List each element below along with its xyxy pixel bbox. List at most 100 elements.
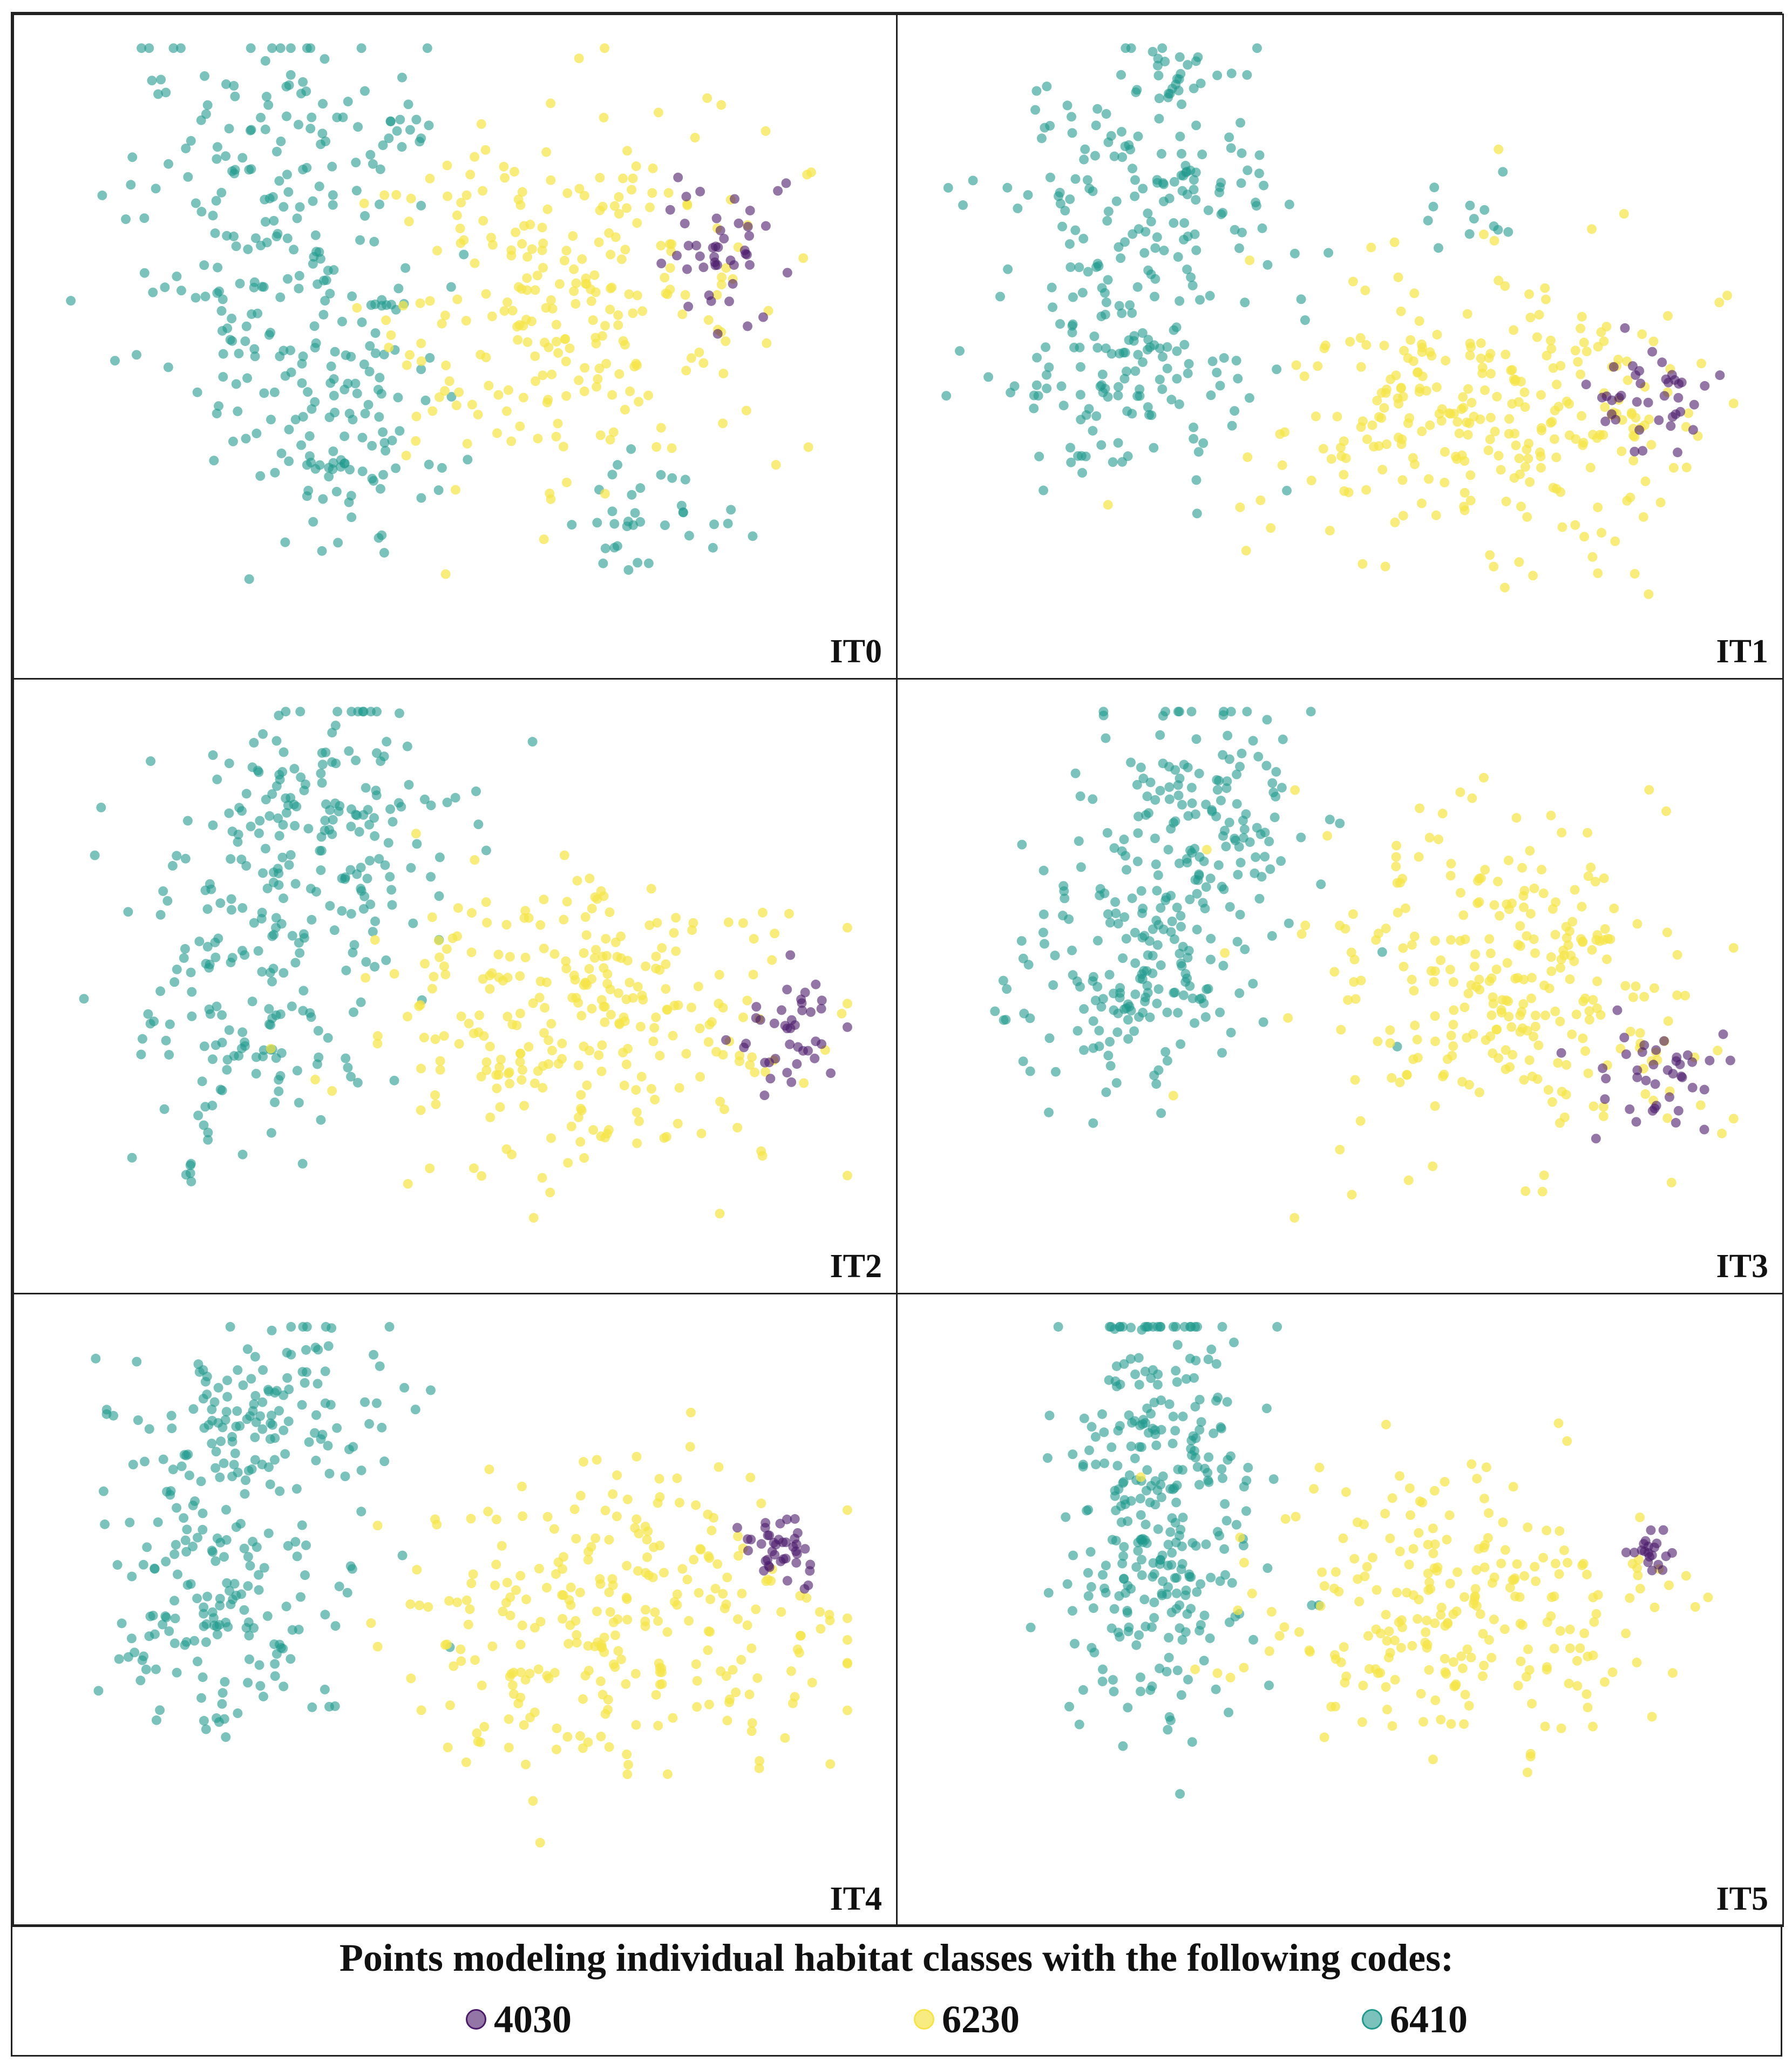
- point-6410: [1191, 734, 1202, 744]
- point-6230: [568, 231, 578, 241]
- point-6230: [745, 1060, 755, 1070]
- point-6230: [1390, 1636, 1400, 1646]
- point-6410: [156, 74, 166, 85]
- point-4030: [780, 1554, 791, 1564]
- point-6410: [164, 159, 174, 169]
- point-6410: [217, 325, 227, 336]
- point-6410: [367, 473, 377, 484]
- point-6410: [245, 1561, 255, 1571]
- point-6230: [1610, 536, 1620, 546]
- point-6230: [541, 147, 552, 157]
- point-6410: [626, 444, 636, 454]
- point-6410: [1176, 911, 1186, 921]
- point-6230: [1362, 1562, 1372, 1572]
- point-6410: [320, 54, 330, 64]
- point-6230: [1526, 993, 1536, 1003]
- point-6230: [692, 1702, 702, 1712]
- point-6410: [1142, 791, 1152, 802]
- point-6230: [1527, 1699, 1537, 1709]
- point-6230: [1521, 1186, 1531, 1196]
- point-4030: [1647, 1565, 1657, 1576]
- point-6230: [1422, 1616, 1432, 1626]
- point-6410: [1220, 1499, 1230, 1509]
- point-6230: [506, 1668, 517, 1679]
- point-6410: [1122, 406, 1132, 416]
- point-6410: [369, 1349, 379, 1360]
- point-6410: [1074, 836, 1084, 846]
- point-6410: [1262, 1563, 1273, 1573]
- point-6410: [1141, 1485, 1151, 1496]
- point-6230: [1501, 1045, 1511, 1055]
- point-6410: [370, 962, 380, 972]
- point-6410: [1186, 1435, 1197, 1446]
- point-6410: [600, 544, 610, 553]
- point-6410: [1164, 1712, 1175, 1722]
- point-6230: [1498, 1517, 1508, 1528]
- point-4030: [1673, 447, 1682, 458]
- point-6230: [1430, 1036, 1441, 1047]
- point-6410: [228, 1595, 238, 1605]
- point-6410: [1120, 237, 1130, 247]
- point-6230: [1350, 994, 1361, 1004]
- point-4030: [715, 225, 725, 235]
- point-6410: [1465, 200, 1475, 211]
- point-6410: [1097, 1677, 1108, 1686]
- point-6230: [1623, 375, 1633, 385]
- panel-label-it1: IT1: [1716, 633, 1768, 670]
- point-6410: [1231, 1519, 1241, 1530]
- point-6230: [1465, 338, 1475, 349]
- point-6230: [1557, 827, 1567, 838]
- point-6410: [307, 914, 317, 925]
- point-6230: [684, 1616, 694, 1626]
- point-6410: [198, 1672, 208, 1683]
- point-4030: [719, 234, 729, 244]
- point-6410: [1227, 1578, 1237, 1588]
- point-6410: [249, 282, 259, 293]
- point-6230: [1504, 904, 1514, 914]
- point-6230: [656, 241, 666, 251]
- point-6230: [1680, 991, 1690, 1001]
- point-4030: [761, 221, 771, 231]
- point-6230: [370, 935, 380, 945]
- point-6410: [246, 822, 256, 832]
- point-6230: [705, 1594, 716, 1604]
- point-6230: [504, 1714, 514, 1724]
- point-6410: [1068, 970, 1078, 980]
- point-6230: [515, 1008, 525, 1019]
- point-6410: [177, 1461, 187, 1471]
- point-6230: [1553, 1418, 1564, 1428]
- point-4030: [792, 1059, 802, 1069]
- point-6230: [1431, 510, 1441, 520]
- point-6230: [1593, 502, 1603, 512]
- point-6230: [604, 1742, 614, 1752]
- point-6230: [1454, 428, 1464, 438]
- point-6410: [1134, 1380, 1144, 1390]
- point-6230: [655, 1541, 665, 1551]
- point-6230: [1368, 1552, 1377, 1563]
- point-6230: [485, 1041, 495, 1052]
- point-6230: [606, 249, 616, 260]
- point-6410: [1150, 795, 1160, 805]
- point-6230: [1400, 903, 1410, 913]
- point-6410: [191, 293, 201, 303]
- point-6230: [1239, 1557, 1249, 1568]
- point-6230: [1537, 1186, 1547, 1197]
- point-6410: [213, 933, 223, 944]
- point-6230: [1620, 981, 1631, 991]
- point-6230: [1532, 332, 1542, 342]
- point-6410: [304, 1437, 314, 1447]
- point-6230: [481, 897, 491, 907]
- point-6410: [275, 292, 286, 302]
- point-6410: [101, 1405, 112, 1415]
- point-6410: [1145, 777, 1156, 788]
- point-6230: [628, 173, 638, 184]
- point-6230: [690, 133, 700, 143]
- point-4030: [1689, 399, 1699, 410]
- point-6230: [1306, 476, 1316, 486]
- point-6410: [1276, 856, 1286, 866]
- point-6230: [1663, 1016, 1673, 1026]
- point-6230: [1376, 413, 1387, 423]
- point-6410: [1248, 736, 1258, 746]
- point-6410: [218, 1688, 228, 1698]
- point-6410: [254, 1660, 264, 1670]
